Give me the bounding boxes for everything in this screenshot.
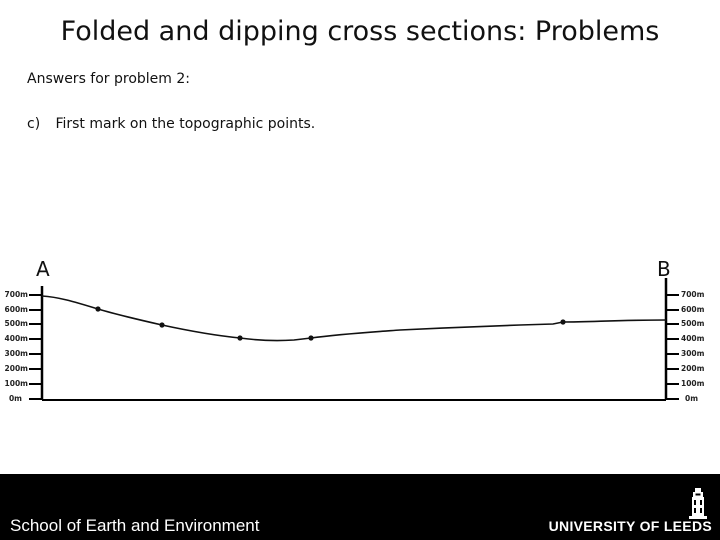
step-text: First mark on the topographic points. bbox=[55, 116, 316, 132]
right-label-500: 500m bbox=[681, 319, 705, 328]
topographic-point bbox=[95, 306, 101, 312]
left-label-100: 100m bbox=[5, 379, 29, 388]
left-label-400: 400m bbox=[5, 334, 29, 343]
footer-bar: School of Earth and Environment UNIVERSI… bbox=[0, 474, 720, 540]
topographic-profile-line bbox=[41, 295, 667, 342]
school-name: School of Earth and Environment bbox=[10, 516, 260, 535]
left-label-500: 500m bbox=[5, 319, 29, 328]
right-label-100: 100m bbox=[681, 379, 705, 388]
slide-title: Folded and dipping cross sections: Probl… bbox=[60, 16, 660, 47]
topographic-point bbox=[560, 319, 566, 325]
right-label-700: 700m bbox=[681, 290, 705, 299]
step-c: c) First mark on the topographic points. bbox=[27, 116, 315, 132]
topographic-point bbox=[159, 322, 165, 328]
left-label-300: 300m bbox=[5, 349, 29, 358]
right-label-200: 200m bbox=[681, 364, 705, 373]
right-label-300: 300m bbox=[681, 349, 705, 358]
topographic-point bbox=[237, 335, 243, 341]
section-end-a: A bbox=[36, 257, 50, 281]
topographic-points bbox=[95, 306, 566, 341]
answers-subheading: Answers for problem 2: bbox=[27, 71, 191, 87]
step-number: c) bbox=[27, 116, 41, 132]
right-ticks bbox=[666, 294, 679, 400]
right-label-0: 0m bbox=[685, 394, 698, 403]
section-end-b: B bbox=[657, 257, 671, 281]
cross-section-diagram: A B 700m 600m 500m 400m 300m 200m 100m 0… bbox=[5, 257, 705, 403]
university-logo-text: UNIVERSITY OF LEEDS bbox=[548, 518, 712, 534]
left-label-0: 0m bbox=[9, 394, 22, 403]
left-label-600: 600m bbox=[5, 305, 29, 314]
left-label-700: 700m bbox=[5, 290, 29, 299]
topographic-point bbox=[308, 335, 314, 341]
left-label-200: 200m bbox=[5, 364, 29, 373]
parkinson-tower-icon bbox=[689, 488, 707, 519]
right-label-400: 400m bbox=[681, 334, 705, 343]
right-label-600: 600m bbox=[681, 305, 705, 314]
left-ticks bbox=[29, 294, 42, 400]
